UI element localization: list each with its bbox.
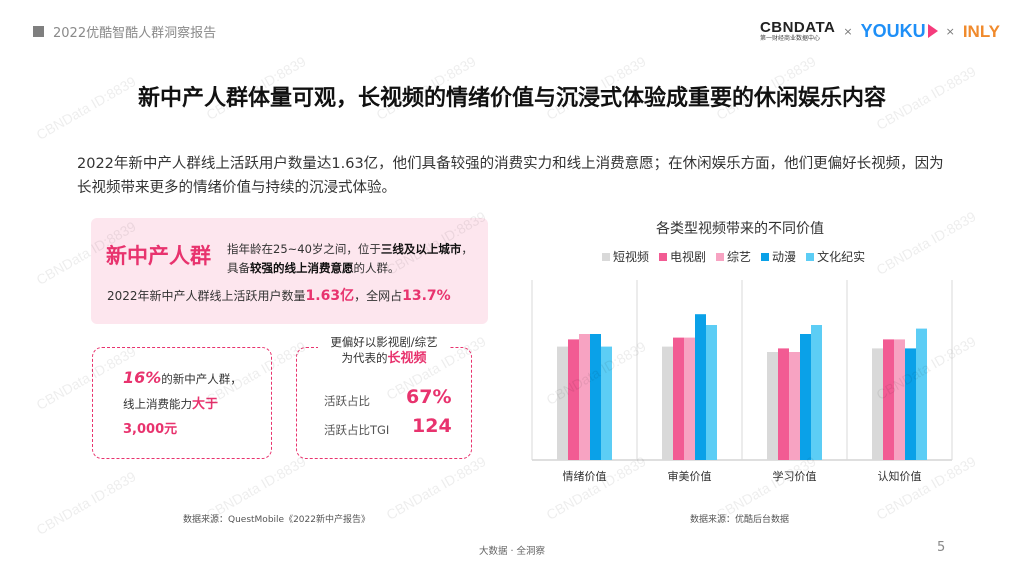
youku-play-icon	[927, 24, 938, 38]
consumption-amount: 3,000元	[123, 422, 178, 437]
chart-bar	[916, 328, 927, 460]
times-separator-2: ×	[945, 24, 955, 38]
page-number: 5	[937, 540, 946, 555]
legend-item: 动漫	[761, 248, 796, 265]
header-square-icon	[33, 26, 44, 37]
consumption-text: 16%的新中产人群， 线上消费能力大于 3,000元	[123, 365, 263, 442]
profile-stat: 2022年新中产人群线上活跃用户数量1.63亿，全网占13.7%	[107, 285, 451, 305]
profile-title: 新中产人群	[106, 244, 211, 268]
stat-prefix: 2022年新中产人群线上活跃用户数量	[107, 289, 306, 303]
metric-label-active-share: 活跃占比	[324, 394, 370, 408]
legend-item: 电视剧	[659, 248, 706, 265]
cbndata-logo-text: CBNDATA	[759, 18, 836, 36]
legend-swatch	[602, 252, 610, 261]
chart-bar	[905, 348, 916, 460]
profile-desc-bold-1: 三线及以上城市	[380, 242, 462, 256]
times-separator: ×	[843, 24, 853, 38]
legend-swatch	[659, 252, 668, 261]
chart-legend: 短视频 电视剧 综艺 动漫 文化纪实	[602, 248, 865, 265]
chart-bar	[590, 334, 601, 460]
youku-logo-text: YOUKU	[860, 20, 926, 41]
stat-share: 13.7%	[402, 288, 451, 304]
consumption-highlight: 大于	[192, 397, 219, 412]
legend-item: 综艺	[716, 248, 751, 265]
partner-logos: CBNDATA 第一财经商业数据中心 × YOUKU × INLY	[760, 16, 1000, 46]
consumption-pct: 16%	[123, 368, 162, 387]
chart-bar	[662, 346, 673, 460]
profile-description: 指年龄在25~40岁之间，位于三线及以上城市，具备较强的线上消费意愿的人群。	[227, 240, 477, 278]
chart-bar	[557, 346, 568, 460]
chart-bar	[601, 346, 612, 460]
chart-bar	[811, 325, 822, 460]
footer-tagline: 大数据 · 全洞察	[478, 546, 546, 557]
long-video-head-line2: 为代表的	[341, 351, 388, 365]
chart-bar	[800, 334, 811, 460]
source-note-left: 数据来源：QuestMobile《2022新中产报告》	[183, 515, 370, 525]
long-video-head-highlight: 长视频	[387, 351, 427, 366]
value-bar-chart: 情绪价值 审美价值 学习价值 认知价值	[531, 280, 953, 483]
chart-title: 各类型视频带来的不同价值	[656, 221, 824, 237]
legend-swatch	[716, 252, 725, 261]
long-video-heading: 更偏好以影视剧/综艺为代表的长视频	[318, 334, 450, 367]
consumption-box: 16%的新中产人群， 线上消费能力大于 3,000元	[92, 347, 272, 459]
chart-bar	[673, 337, 684, 460]
x-tick-label: 认知价值	[878, 469, 922, 483]
x-tick-label: 情绪价值	[563, 469, 607, 483]
metric-value-tgi: 124	[412, 415, 452, 437]
youku-logo: YOUKU	[861, 21, 938, 42]
chart-bar	[778, 348, 789, 460]
profile-card: 新中产人群 指年龄在25~40岁之间，位于三线及以上城市，具备较强的线上消费意愿…	[91, 218, 488, 324]
consumption-line2: 线上消费能力	[123, 397, 192, 411]
chart-bar	[568, 339, 579, 460]
legend-swatch	[806, 252, 815, 261]
consumption-line1: 的新中产人群，	[161, 372, 242, 386]
chart-bar	[894, 339, 905, 460]
profile-desc-part-3: 的人群。	[353, 261, 400, 275]
legend-label: 文化纪实	[817, 250, 866, 264]
chart-bar	[706, 325, 717, 460]
stat-value: 1.63亿	[305, 288, 355, 304]
legend-label: 短视频	[613, 250, 650, 264]
inly-logo: INLY	[963, 23, 1000, 40]
legend-item: 文化纪实	[806, 248, 865, 265]
chart-bar	[767, 352, 778, 460]
metric-value-active-share: 67%	[406, 386, 452, 408]
inly-logo-text: INLY	[962, 21, 1000, 41]
legend-label: 动漫	[772, 250, 797, 264]
stat-mid: ，全网占	[354, 289, 403, 303]
metric-label-tgi: 活跃占比TGI	[324, 423, 390, 437]
profile-desc-bold-2: 较强的线上消费意愿	[250, 261, 354, 275]
intro-paragraph: 2022年新中产人群线上活跃用户数量达1.63亿，他们具备较强的消费实力和线上消…	[77, 156, 944, 196]
x-tick-label: 审美价值	[668, 469, 712, 483]
page-title: 新中产人群体量可观，长视频的情绪价值与沉浸式体验成重要的休闲娱乐内容	[137, 86, 886, 111]
watermark: CBNData ID:8839	[383, 453, 489, 523]
legend-item: 短视频	[602, 248, 649, 265]
chart-bar	[579, 334, 590, 460]
chart-bar	[883, 339, 894, 460]
report-title: 2022优酷智酷人群洞察报告	[53, 26, 217, 41]
profile-desc-part-1: 指年龄在25~40岁之间，位于	[227, 242, 381, 256]
profile-desc-part-2: ，具备	[227, 242, 473, 275]
legend-swatch	[761, 252, 770, 261]
cbndata-logo-subtitle: 第一财经商业数据中心	[759, 34, 820, 42]
chart-bar	[695, 314, 706, 460]
watermark: CBNData ID:8839	[33, 468, 139, 538]
x-tick-label: 学习价值	[773, 469, 817, 483]
long-video-head-line1: 更偏好以影视剧/综艺	[330, 335, 438, 349]
legend-label: 综艺	[727, 250, 752, 264]
legend-label: 电视剧	[670, 250, 707, 264]
cbndata-logo: CBNDATA 第一财经商业数据中心	[760, 20, 835, 43]
source-note-right: 数据来源：优酷后台数据	[690, 515, 790, 525]
chart-bar	[872, 348, 883, 460]
chart-bar	[684, 337, 695, 460]
chart-bar	[789, 352, 800, 460]
